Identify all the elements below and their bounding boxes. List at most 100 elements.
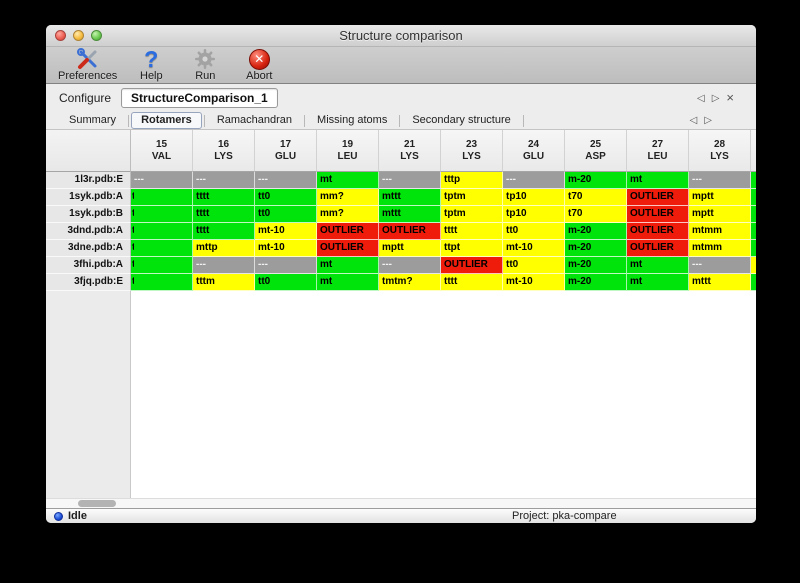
table-cell[interactable]: tt0	[255, 206, 317, 223]
table-cell[interactable]: ---	[689, 257, 751, 274]
table-cell[interactable]: t	[131, 189, 193, 206]
table-cell[interactable]: ttpt	[441, 240, 503, 257]
table-cell[interactable]: ---	[193, 257, 255, 274]
configuration-name-field[interactable]: StructureComparison_1	[121, 88, 278, 108]
table-cell[interactable]: t	[131, 257, 193, 274]
table-cell[interactable]: mt	[627, 257, 689, 274]
table-cell[interactable]: mttt	[379, 189, 441, 206]
table-cell[interactable]: tptm	[441, 206, 503, 223]
table-cell[interactable]: ---	[193, 172, 255, 189]
row-header[interactable]: 1l3r.pdb:E	[46, 172, 131, 189]
table-cell[interactable]: tt0	[255, 189, 317, 206]
column-header[interactable]: 16 LYS	[193, 130, 255, 172]
tab-rotamers[interactable]: Rotamers	[131, 112, 202, 129]
tab-summary[interactable]: Summary	[69, 114, 117, 126]
horizontal-scrollbar[interactable]	[46, 498, 756, 508]
table-cell[interactable]: tt0	[503, 223, 565, 240]
table-cell[interactable]: m-20	[565, 240, 627, 257]
table-cell[interactable]: OUTLIER	[441, 257, 503, 274]
tab-ramachandran[interactable]: Ramachandran	[216, 114, 293, 126]
table-cell[interactable]: m-20	[565, 172, 627, 189]
table-cell[interactable]: OUTLIER	[627, 223, 689, 240]
table-cell[interactable]: tttt	[441, 223, 503, 240]
row-header[interactable]: 1syk.pdb:B	[46, 206, 131, 223]
tab-missing-atoms[interactable]: Missing atoms	[317, 114, 388, 126]
zoom-button[interactable]	[91, 30, 102, 41]
tab-secondary-structure[interactable]: Secondary structure	[412, 114, 511, 126]
table-cell[interactable]: tp10	[503, 206, 565, 223]
column-header[interactable]: 15 VAL	[131, 130, 193, 172]
prev-configuration-arrow-icon[interactable]: ◁	[697, 92, 705, 104]
table-cell[interactable]: ---	[379, 257, 441, 274]
row-header[interactable]: 1syk.pdb:A	[46, 189, 131, 206]
titlebar[interactable]: Structure comparison	[46, 25, 756, 47]
table-cell[interactable]: mttt	[379, 206, 441, 223]
table-cell[interactable]: t70	[565, 189, 627, 206]
table-cell[interactable]: mm?	[317, 189, 379, 206]
table-cell[interactable]: ---	[131, 172, 193, 189]
table-cell[interactable]: tt0	[503, 257, 565, 274]
column-header[interactable]: 24 GLU	[503, 130, 565, 172]
row-header[interactable]: 3fjq.pdb:E	[46, 274, 131, 291]
table-cell[interactable]: tttp	[441, 172, 503, 189]
table-cell[interactable]: t	[131, 206, 193, 223]
column-header[interactable]: 28 LYS	[689, 130, 751, 172]
run-button[interactable]: Run	[185, 47, 225, 82]
minimize-button[interactable]	[73, 30, 84, 41]
table-cell[interactable]: tmtm?	[379, 274, 441, 291]
table-cell[interactable]: t	[131, 240, 193, 257]
table-cell[interactable]: mttp	[193, 240, 255, 257]
row-header[interactable]: 3dne.pdb:A	[46, 240, 131, 257]
table-cell[interactable]: mt-10	[503, 240, 565, 257]
table-cell[interactable]: mt	[627, 274, 689, 291]
column-header[interactable]: 19 LEU	[317, 130, 379, 172]
table-cell[interactable]: tp10	[503, 189, 565, 206]
table-cell[interactable]: m-20	[565, 274, 627, 291]
table-cell[interactable]: m-20	[565, 257, 627, 274]
table-cell[interactable]: mt	[317, 274, 379, 291]
abort-button[interactable]: ✕ Abort	[239, 47, 279, 82]
table-cell[interactable]: tttm	[193, 274, 255, 291]
table-cell[interactable]: mptt	[689, 189, 751, 206]
table-cell[interactable]: mtmm	[689, 240, 751, 257]
table-cell[interactable]: ---	[689, 172, 751, 189]
table-cell[interactable]: OUTLIER	[317, 223, 379, 240]
column-header[interactable]: 23 LYS	[441, 130, 503, 172]
table-cell[interactable]: mptt	[379, 240, 441, 257]
table-cell[interactable]: mt-10	[255, 240, 317, 257]
column-header[interactable]: 17 GLU	[255, 130, 317, 172]
table-cell[interactable]: ---	[255, 257, 317, 274]
table-cell[interactable]: OUTLIER	[317, 240, 379, 257]
table-cell[interactable]: ---	[255, 172, 317, 189]
close-configuration-icon[interactable]: ×	[726, 90, 734, 105]
table-cell[interactable]: OUTLIER	[627, 240, 689, 257]
table-cell[interactable]: mt-10	[503, 274, 565, 291]
column-header[interactable]: 21 LYS	[379, 130, 441, 172]
column-header[interactable]: 27 LEU	[627, 130, 689, 172]
prev-tab-arrow-icon[interactable]: ◁	[689, 115, 698, 126]
row-header[interactable]: 3fhi.pdb:A	[46, 257, 131, 274]
table-cell[interactable]: mtmm	[689, 223, 751, 240]
column-header[interactable]: 25 ASP	[565, 130, 627, 172]
table-cell[interactable]: tttt	[193, 206, 255, 223]
table-cell[interactable]: mttt	[689, 274, 751, 291]
table-cell[interactable]: OUTLIER	[627, 189, 689, 206]
table-cell[interactable]: t70	[565, 206, 627, 223]
table-cell[interactable]: mptt	[689, 206, 751, 223]
table-cell[interactable]: mm?	[317, 206, 379, 223]
table-cell[interactable]: tptm	[441, 189, 503, 206]
table-cell[interactable]: tttt	[193, 189, 255, 206]
table-cell[interactable]: t	[131, 223, 193, 240]
table-cell[interactable]: ---	[503, 172, 565, 189]
table-cell[interactable]: t	[131, 274, 193, 291]
next-configuration-arrow-icon[interactable]: ▷	[711, 92, 720, 104]
table-cell[interactable]: tttt	[441, 274, 503, 291]
preferences-button[interactable]: Preferences	[58, 47, 117, 82]
table-cell[interactable]: tt0	[255, 274, 317, 291]
horizontal-scrollbar-thumb[interactable]	[78, 500, 116, 507]
next-tab-arrow-icon[interactable]: ▷	[704, 115, 712, 126]
table-cell[interactable]: tttt	[193, 223, 255, 240]
table-cell[interactable]: mt-10	[255, 223, 317, 240]
table-cell[interactable]: mt	[317, 172, 379, 189]
close-button[interactable]	[55, 30, 66, 41]
